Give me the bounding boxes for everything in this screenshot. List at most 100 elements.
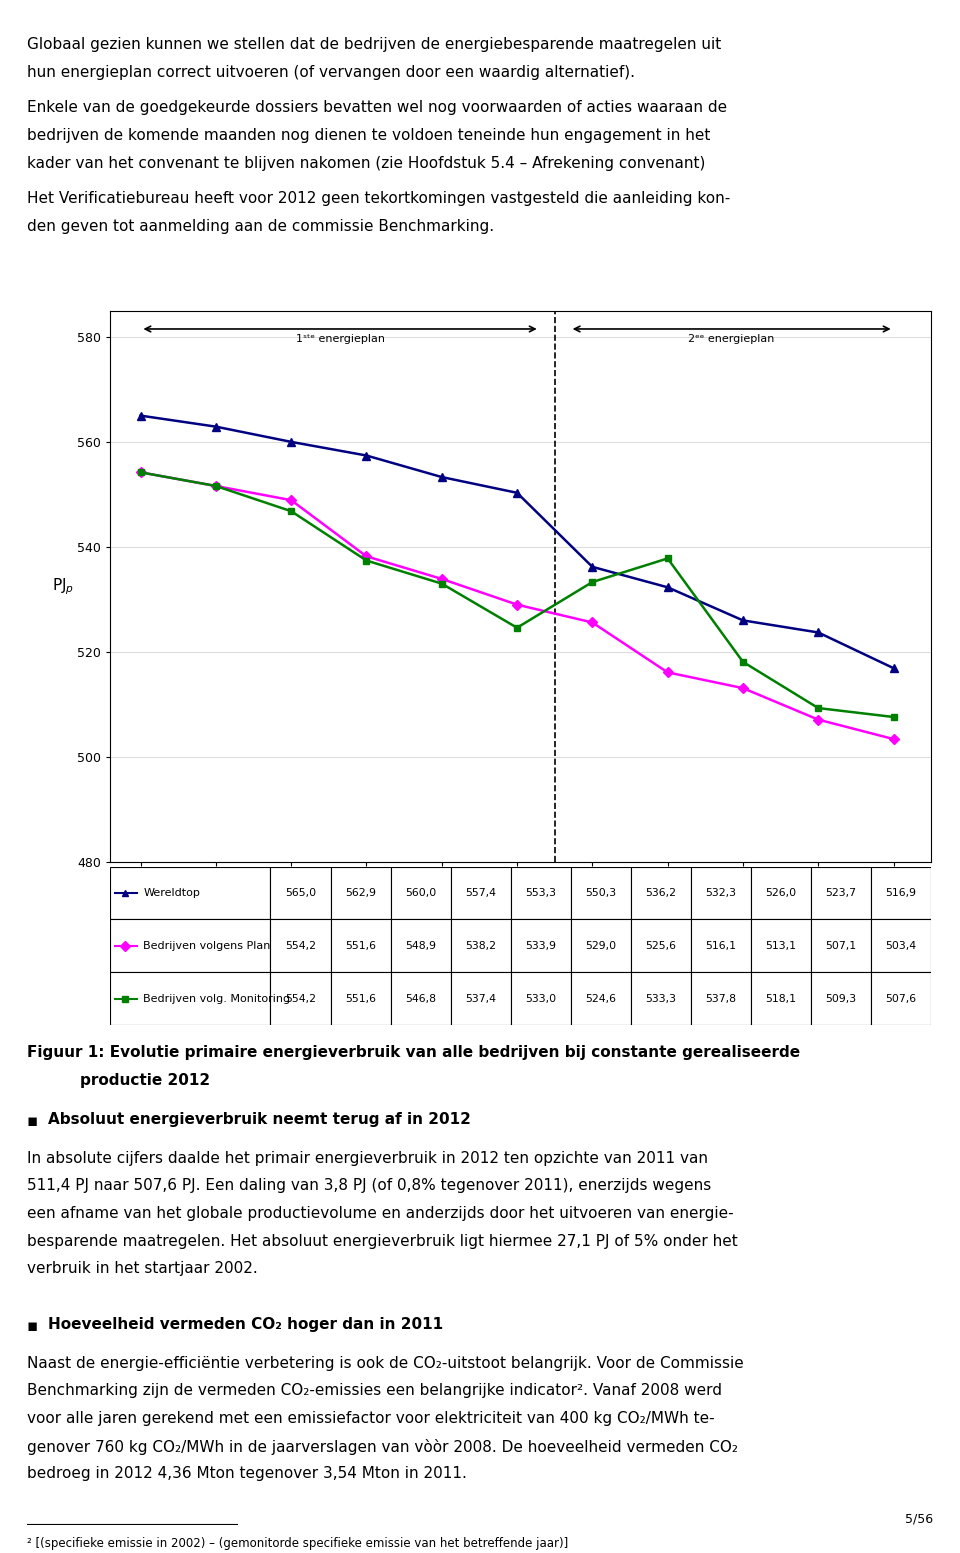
Text: 1ˢᵗᵉ energieplan: 1ˢᵗᵉ energieplan bbox=[296, 334, 385, 345]
Bar bbox=[110, 919, 271, 972]
Bar bbox=[271, 867, 330, 919]
Text: 537,4: 537,4 bbox=[466, 994, 496, 1003]
Text: 554,2: 554,2 bbox=[285, 994, 316, 1003]
Text: besparende maatregelen. Het absoluut energieverbruik ligt hiermee 27,1 PJ of 5% : besparende maatregelen. Het absoluut ene… bbox=[27, 1233, 737, 1249]
Bar bbox=[391, 972, 450, 1025]
Text: Benchmarking zijn de vermeden CO₂-emissies een belangrijke indicator². Vanaf 200: Benchmarking zijn de vermeden CO₂-emissi… bbox=[27, 1384, 722, 1398]
Text: Figuur 1: Evolutie primaire energieverbruik van alle bedrijven bij constante ger: Figuur 1: Evolutie primaire energieverbr… bbox=[27, 1045, 800, 1061]
Text: Wereldtop: Wereldtop bbox=[143, 888, 200, 898]
Text: 2ᵉᵉ energieplan: 2ᵉᵉ energieplan bbox=[688, 334, 775, 345]
Bar bbox=[571, 867, 631, 919]
Text: Bedrijven volg. Monitoring: Bedrijven volg. Monitoring bbox=[143, 994, 290, 1003]
Text: hun energieplan correct uitvoeren (of vervangen door een waardig alternatief).: hun energieplan correct uitvoeren (of ve… bbox=[27, 65, 635, 79]
Text: 507,1: 507,1 bbox=[826, 941, 856, 950]
Text: 557,4: 557,4 bbox=[466, 888, 496, 898]
Text: 560,0: 560,0 bbox=[405, 888, 436, 898]
Text: 523,7: 523,7 bbox=[826, 888, 856, 898]
Bar bbox=[330, 972, 391, 1025]
Text: 537,8: 537,8 bbox=[706, 994, 736, 1003]
Text: 516,9: 516,9 bbox=[886, 888, 917, 898]
Bar bbox=[751, 919, 811, 972]
Bar bbox=[571, 972, 631, 1025]
Bar bbox=[811, 867, 871, 919]
Bar bbox=[450, 867, 511, 919]
Text: 533,9: 533,9 bbox=[525, 941, 556, 950]
Text: ▪: ▪ bbox=[27, 1112, 38, 1131]
Bar bbox=[330, 867, 391, 919]
Bar bbox=[871, 867, 931, 919]
Bar bbox=[391, 919, 450, 972]
Text: 511,4 PJ naar 507,6 PJ. Een daling van 3,8 PJ (of 0,8% tegenover 2011), enerzijd: 511,4 PJ naar 507,6 PJ. Een daling van 3… bbox=[27, 1179, 711, 1193]
Text: den geven tot aanmelding aan de commissie Benchmarking.: den geven tot aanmelding aan de commissi… bbox=[27, 219, 494, 233]
Text: 533,3: 533,3 bbox=[645, 994, 677, 1003]
Text: Absoluut energieverbruik neemt terug af in 2012: Absoluut energieverbruik neemt terug af … bbox=[48, 1112, 470, 1127]
Text: genover 760 kg CO₂/MWh in de jaarverslagen van vòòr 2008. De hoeveelheid vermede: genover 760 kg CO₂/MWh in de jaarverslag… bbox=[27, 1438, 738, 1455]
Text: 516,1: 516,1 bbox=[706, 941, 736, 950]
Bar bbox=[571, 919, 631, 972]
Bar bbox=[811, 972, 871, 1025]
Text: 526,0: 526,0 bbox=[765, 888, 797, 898]
Bar bbox=[691, 972, 751, 1025]
Text: 538,2: 538,2 bbox=[466, 941, 496, 950]
Y-axis label: PJ$_p$: PJ$_p$ bbox=[53, 576, 75, 596]
Text: ² [(specifieke emissie in 2002) – (gemonitorde specifieke emissie van het betref: ² [(specifieke emissie in 2002) – (gemon… bbox=[27, 1537, 568, 1550]
Bar bbox=[751, 867, 811, 919]
Text: verbruik in het startjaar 2002.: verbruik in het startjaar 2002. bbox=[27, 1261, 257, 1277]
Text: 551,6: 551,6 bbox=[345, 994, 376, 1003]
Text: 554,2: 554,2 bbox=[285, 941, 316, 950]
Bar bbox=[871, 919, 931, 972]
Bar bbox=[110, 867, 271, 919]
Text: In absolute cijfers daalde het primair energieverbruik in 2012 ten opzichte van : In absolute cijfers daalde het primair e… bbox=[27, 1151, 708, 1166]
Bar bbox=[631, 867, 691, 919]
Text: 503,4: 503,4 bbox=[886, 941, 917, 950]
Text: productie 2012: productie 2012 bbox=[80, 1073, 210, 1087]
Text: kader van het convenant te blijven nakomen (zie Hoofdstuk 5.4 – Afrekening conve: kader van het convenant te blijven nakom… bbox=[27, 155, 706, 171]
Bar bbox=[450, 919, 511, 972]
Text: 532,3: 532,3 bbox=[706, 888, 736, 898]
Text: 548,9: 548,9 bbox=[405, 941, 436, 950]
Text: 507,6: 507,6 bbox=[886, 994, 917, 1003]
Text: Bedrijven volgens Plan: Bedrijven volgens Plan bbox=[143, 941, 271, 950]
Text: 524,6: 524,6 bbox=[586, 994, 616, 1003]
Bar bbox=[271, 972, 330, 1025]
Text: 513,1: 513,1 bbox=[765, 941, 797, 950]
Text: 550,3: 550,3 bbox=[586, 888, 616, 898]
Bar bbox=[691, 867, 751, 919]
Text: 518,1: 518,1 bbox=[765, 994, 797, 1003]
Text: 509,3: 509,3 bbox=[826, 994, 856, 1003]
Bar bbox=[631, 919, 691, 972]
Text: Enkele van de goedgekeurde dossiers bevatten wel nog voorwaarden of acties waara: Enkele van de goedgekeurde dossiers beva… bbox=[27, 101, 727, 115]
Bar bbox=[751, 972, 811, 1025]
Text: 551,6: 551,6 bbox=[345, 941, 376, 950]
Text: Hoeveelheid vermeden CO₂ hoger dan in 2011: Hoeveelheid vermeden CO₂ hoger dan in 20… bbox=[48, 1317, 444, 1332]
Text: bedrijven de komende maanden nog dienen te voldoen teneinde hun engagement in he: bedrijven de komende maanden nog dienen … bbox=[27, 127, 710, 143]
Text: 533,0: 533,0 bbox=[525, 994, 557, 1003]
Bar bbox=[391, 867, 450, 919]
Bar bbox=[511, 919, 571, 972]
Text: 546,8: 546,8 bbox=[405, 994, 436, 1003]
Bar bbox=[330, 919, 391, 972]
Text: 562,9: 562,9 bbox=[345, 888, 376, 898]
Text: ▪: ▪ bbox=[27, 1317, 38, 1336]
Bar bbox=[271, 919, 330, 972]
Bar bbox=[110, 972, 271, 1025]
Text: Globaal gezien kunnen we stellen dat de bedrijven de energiebesparende maatregel: Globaal gezien kunnen we stellen dat de … bbox=[27, 37, 721, 53]
Text: 529,0: 529,0 bbox=[586, 941, 616, 950]
Text: Naast de energie-efficiëntie verbetering is ook de CO₂-uitstoot belangrijk. Voor: Naast de energie-efficiëntie verbetering… bbox=[27, 1356, 744, 1371]
Text: 525,6: 525,6 bbox=[645, 941, 677, 950]
Text: Het Verificatiebureau heeft voor 2012 geen tekortkomingen vastgesteld die aanlei: Het Verificatiebureau heeft voor 2012 ge… bbox=[27, 191, 731, 207]
Text: 536,2: 536,2 bbox=[645, 888, 677, 898]
Bar bbox=[511, 867, 571, 919]
Text: 5/56: 5/56 bbox=[905, 1513, 933, 1525]
Text: 565,0: 565,0 bbox=[285, 888, 316, 898]
Bar bbox=[631, 972, 691, 1025]
Text: 553,3: 553,3 bbox=[525, 888, 556, 898]
Bar bbox=[450, 972, 511, 1025]
Bar bbox=[511, 972, 571, 1025]
Bar bbox=[811, 919, 871, 972]
Text: bedroeg in 2012 4,36 Mton tegenover 3,54 Mton in 2011.: bedroeg in 2012 4,36 Mton tegenover 3,54… bbox=[27, 1466, 467, 1482]
Bar bbox=[871, 972, 931, 1025]
Bar bbox=[691, 919, 751, 972]
Text: voor alle jaren gerekend met een emissiefactor voor elektriciteit van 400 kg CO₂: voor alle jaren gerekend met een emissie… bbox=[27, 1412, 714, 1426]
Text: een afname van het globale productievolume en anderzijds door het uitvoeren van : een afname van het globale productievolu… bbox=[27, 1207, 733, 1221]
